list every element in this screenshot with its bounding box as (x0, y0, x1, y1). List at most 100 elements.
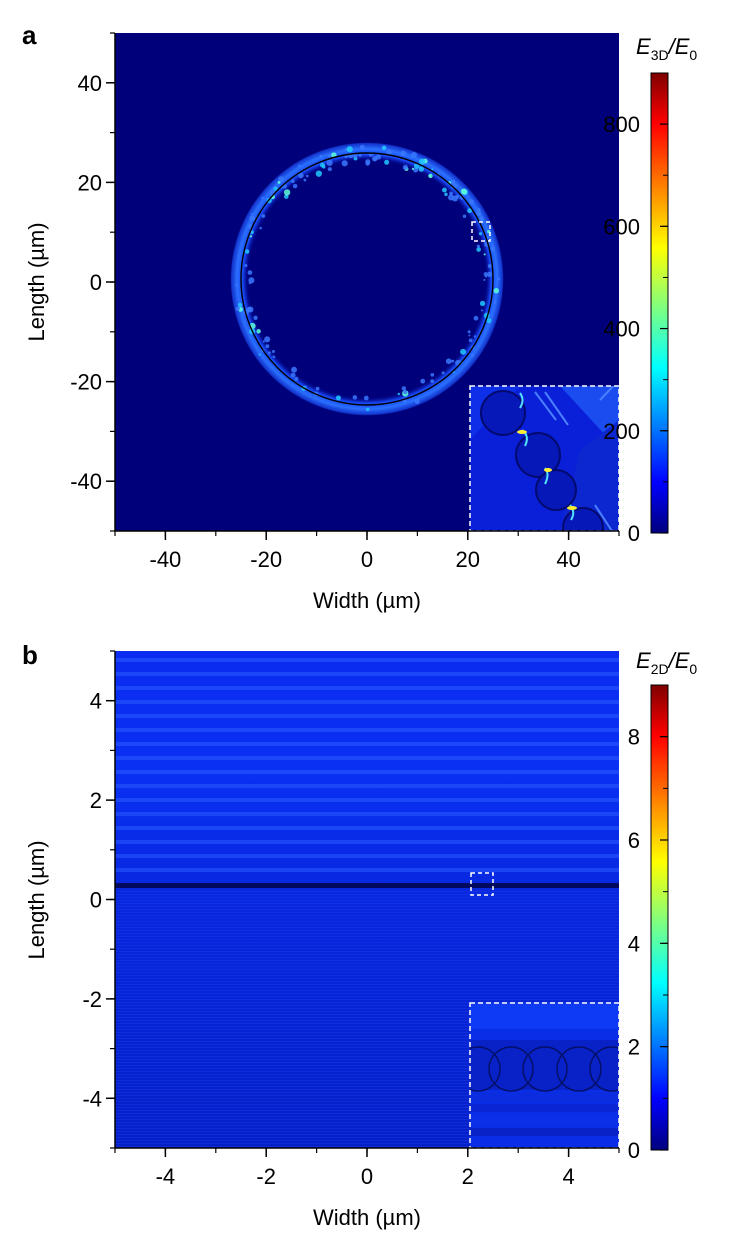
panel-a-ring-hotspot (262, 340, 265, 343)
panel-a-ring-hotspot (249, 215, 256, 222)
panel-a-ring-hotspot (244, 264, 248, 268)
panel-a-ring-hotspot (447, 194, 455, 201)
panel-a-ylabel: Length (µm) (24, 222, 49, 341)
panel-b-colorbar-tick-label: 4 (628, 931, 640, 956)
panel-a-ring-hotspot (267, 351, 271, 355)
panel-a-ring-hotspot (256, 329, 261, 334)
panel-a-ring-hotspot (322, 165, 326, 169)
panel-b-colorbar-title: E2D/E0 (636, 648, 697, 677)
panel-a-ring-hotspot (319, 154, 323, 158)
panel-a-ring-hotspot (315, 386, 320, 391)
panel-a-ring-hotspot (487, 263, 493, 269)
panel-a-ring-hotspot (430, 373, 435, 377)
panel-a-ring-hotspot (441, 187, 447, 193)
panel-a-ring-hotspot (328, 154, 332, 158)
panel-a-ring-hotspot (480, 309, 483, 312)
panel-a-highlight-box (471, 221, 491, 242)
panel-b-y-tick-label: 4 (90, 689, 102, 714)
panel-a-ring-hotspot (248, 281, 252, 285)
panel-a-ring-hotspot (486, 236, 489, 239)
panel-a-ring-hotspot (315, 170, 322, 177)
panel-a-ring-hotspot (294, 376, 299, 381)
panel-a-colorbar: 0 200 400 600 800 E3D/E0 (603, 34, 697, 546)
panel-a-ring-hotspot (283, 189, 291, 196)
panel-a-ring-hotspot (486, 318, 492, 324)
panel-a-ring-hotspot (386, 149, 392, 156)
panel-a-ring-hotspot (265, 344, 270, 349)
panel-b-x-tick-label: -4 (156, 1164, 176, 1189)
panel-a-ring-hotspot (237, 302, 243, 308)
panel-a-ring-hotspot (490, 246, 496, 252)
panel-b-highlight-box (470, 872, 494, 896)
panel-a-ring-hotspot (477, 208, 481, 212)
panel-a-colorbar-tick-label: 0 (628, 521, 640, 546)
panel-a-ring-hotspot (290, 179, 295, 184)
panel-a-ring-hotspot (352, 395, 358, 400)
panel-a-ring-hotspot (261, 214, 266, 218)
panel-b-xlabel: Width (µm) (313, 1205, 421, 1230)
panel-b-x-tick-label: 0 (361, 1164, 373, 1189)
panel-a-colorbar-tick-label: 800 (603, 112, 640, 137)
panel-a-ring-hotspot (291, 366, 297, 373)
panel-a-x-tick-label: 20 (456, 547, 480, 572)
panel-b-x-tick-label: 2 (462, 1164, 474, 1189)
panel-a-ring-hotspot (400, 150, 407, 157)
panel-b-letter: b (22, 640, 38, 670)
panel-a-ring-hotspot (418, 158, 426, 165)
panel-a-ring-hotspot (411, 167, 415, 170)
panel-a-ring-hotspot (418, 166, 425, 172)
panel-a-ring-hotspot (250, 230, 254, 235)
panel-a-ring-hotspot (467, 330, 471, 334)
panel-a-ring-hotspot (278, 176, 285, 183)
panel-a-ring-hotspot (497, 277, 501, 281)
panel-a-y-tick-label: 20 (78, 170, 102, 195)
panel-a-ring-hotspot (253, 315, 258, 320)
panel-a-y-tick-label: -40 (70, 469, 102, 494)
panel-a-ring-hotspot (259, 226, 262, 230)
panel-b-y-tick-label: -2 (82, 987, 102, 1012)
panel-a-ring-hotspot (451, 183, 458, 190)
panel-a-ring-hotspot (403, 390, 408, 395)
panel-a-ring-hotspot (450, 179, 456, 185)
panel-a-ring-hotspot (473, 315, 479, 321)
panel-a-plot (115, 33, 620, 532)
panel-a-ring-hotspot (366, 407, 370, 412)
panel-a-ring-hotspot (248, 277, 255, 284)
panel-a-y-tick-label: -20 (70, 370, 102, 395)
panel-a-ring-hotspot (298, 172, 304, 179)
panel-a-ring-hotspot (486, 271, 493, 278)
panel-a-ring-hotspot (384, 159, 390, 165)
panel-b-y-tick-label: -4 (82, 1086, 102, 1111)
panel-a-ring-hotspot (430, 379, 435, 384)
panel-a-ring-hotspot (483, 253, 486, 256)
panel-a-ring-hotspot (493, 287, 500, 294)
panel-a-ring-hotspot (470, 353, 475, 357)
panel-a-ring-hotspot (468, 338, 473, 343)
panel-a-ring-outline (240, 152, 494, 406)
panel-a-ring-hotspot (455, 194, 460, 199)
panel-a-ring-hotspot (444, 192, 448, 197)
panel-a-letter: a (22, 20, 37, 50)
panel-a-ring-hotspot (358, 153, 362, 157)
panel-a-ring-hotspot (479, 300, 486, 307)
panel-a-ring-hotspot (473, 335, 477, 338)
panel-b-x-tick-label: 4 (562, 1164, 574, 1189)
panel-a-ring-hotspot (292, 183, 298, 189)
panel-a-ring-hotspot (460, 188, 467, 195)
panel-a-ring-hotspot (326, 159, 333, 167)
panel-a-ring-hotspot (372, 156, 378, 162)
panel-a-colorbar-tick-label: 200 (603, 419, 640, 444)
panel-a-ring-hotspot (327, 167, 332, 172)
panel-b-colorbar: 0 2 4 6 8 E2D/E0 (628, 648, 698, 1163)
panel-a-ring-hotspot (420, 378, 426, 384)
panel-a-ring-hotspot (445, 358, 452, 365)
panel-a-ring-hotspot (244, 249, 250, 254)
panel-a-ring-hotspot (306, 174, 309, 178)
panel-a-ring-hotspot (451, 359, 455, 363)
panel-a-ring-hotspot (462, 214, 467, 218)
panel-a-ring-hotspot (478, 232, 482, 236)
panel-b-x-tick-label: -2 (256, 1164, 276, 1189)
panel-a-ring-hotspot (477, 244, 480, 247)
panel-a-ring-hotspot (381, 145, 387, 151)
